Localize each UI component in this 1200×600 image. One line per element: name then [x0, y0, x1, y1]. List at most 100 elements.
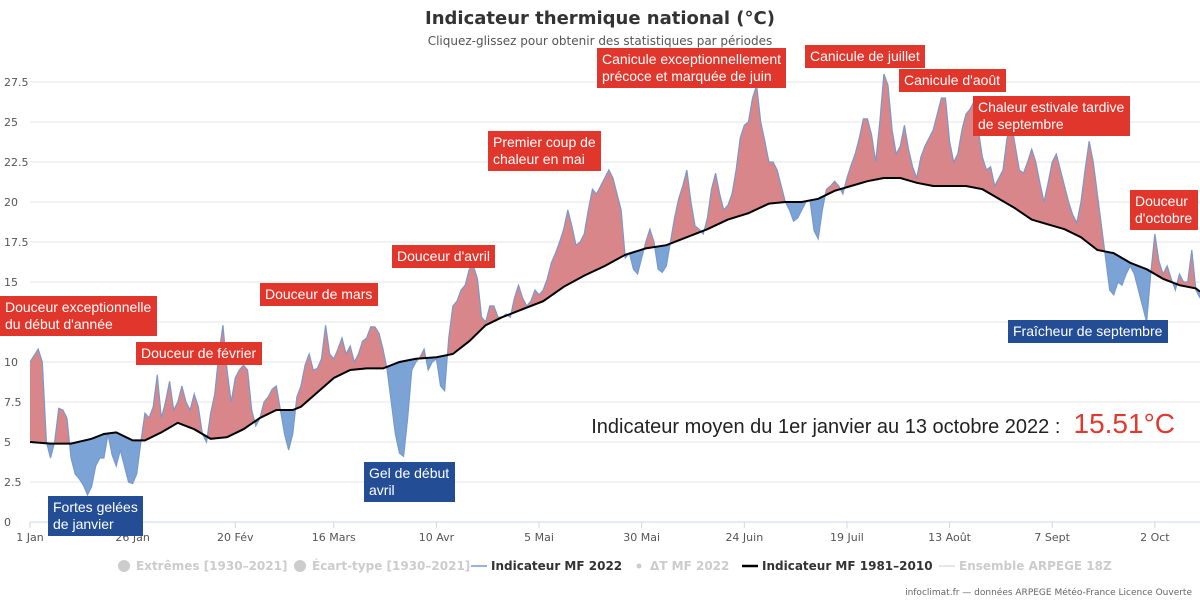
- annotation-box: [488, 131, 601, 171]
- annotation-label: Fraîcheur de septembre: [1008, 320, 1168, 343]
- legend-item[interactable]: Indicateur MF 2022: [471, 559, 622, 573]
- warm-anomaly-area[interactable]: [511, 170, 626, 314]
- legend-label: Indicateur MF 1981–2010: [762, 559, 933, 573]
- x-tick-label: 13 Août: [928, 531, 972, 544]
- annotation-text: Douceur de février: [141, 345, 257, 361]
- x-tick-label: 2 Oct: [1140, 531, 1170, 544]
- series-line-normal[interactable]: [29, 177, 1200, 445]
- x-axis: 1 Jan 26 Jan 20 Fév 16 Mars 10 Avr 5 Mai 30 Ma…: [16, 521, 1200, 544]
- annotation-label: Canicule d'août: [899, 69, 1006, 92]
- legend-label: Indicateur MF 2022: [491, 559, 622, 573]
- series-lines[interactable]: [29, 73, 1200, 497]
- x-tick-label: 20 Fév: [217, 531, 254, 544]
- annotation-text: chaleur en mai: [493, 151, 585, 167]
- warm-anomaly-area[interactable]: [644, 229, 655, 249]
- mean-indicator-value: 15.51°C: [1074, 408, 1176, 439]
- y-tick-label: 10: [4, 356, 18, 369]
- mean-indicator: Indicateur moyen du 1er janvier au 13 oc…: [591, 408, 1175, 439]
- annotation-text: Fortes gelées: [53, 499, 138, 515]
- annotation-box: [805, 45, 925, 68]
- cold-anomaly-area[interactable]: [46, 443, 55, 458]
- warm-anomaly-area[interactable]: [704, 85, 786, 231]
- annotation-text: Canicule de juillet: [810, 48, 920, 64]
- warm-anomaly-area[interactable]: [825, 181, 841, 196]
- annotation-box: [392, 245, 495, 268]
- legend-symbol: [118, 560, 130, 572]
- y-tick-label: 15: [4, 276, 18, 289]
- cold-anomaly-area[interactable]: [1104, 251, 1151, 322]
- x-tick-label: 16 Mars: [312, 531, 356, 544]
- warm-anomaly-area[interactable]: [844, 74, 1105, 252]
- annotation-box: [1130, 190, 1198, 230]
- y-tick-label: 25: [4, 116, 18, 129]
- annotation-text: Douceur exceptionnelle: [5, 299, 152, 315]
- annotation-text: avril: [369, 482, 395, 498]
- annotation-box: [0, 296, 157, 336]
- annotation-text: de janvier: [53, 516, 114, 532]
- x-tick-label: 5 Mai: [524, 531, 554, 544]
- annotation-box: [260, 283, 378, 306]
- annotation-box: [1008, 320, 1168, 343]
- annotation-text: Douceur: [1135, 193, 1188, 209]
- annotation-text: de septembre: [978, 116, 1064, 132]
- warm-anomaly-area[interactable]: [295, 325, 387, 409]
- y-tick-label: 7.5: [4, 396, 22, 409]
- y-tick-label: 27.5: [4, 76, 29, 89]
- legend-item[interactable]: Indicateur MF 1981–2010: [742, 559, 933, 573]
- legend[interactable]: Extrêmes [1930–2021] Écart-type [1930–202…: [118, 558, 1112, 573]
- annotation-text: Douceur de mars: [265, 286, 372, 302]
- mean-indicator-label: Indicateur moyen du 1er janvier au 13 oc…: [591, 416, 1060, 438]
- series-line-2022[interactable]: [29, 73, 1200, 497]
- annotation-text: Chaleur estivale tardive: [978, 99, 1125, 115]
- annotation-text: du début d'année: [5, 316, 113, 332]
- y-tick-label: 2.5: [4, 476, 22, 489]
- y-tick-label: 5: [4, 436, 11, 449]
- legend-item[interactable]: ΔT MF 2022: [636, 559, 730, 573]
- warm-anomaly-area[interactable]: [670, 170, 702, 244]
- y-tick-label: 0: [4, 516, 11, 529]
- annotation-text: Douceur d'avril: [397, 248, 490, 264]
- x-tick-label: 24 Juin: [725, 531, 763, 544]
- legend-label: Extrêmes [1930–2021]: [136, 559, 287, 573]
- annotation-text: Premier coup de: [493, 134, 596, 150]
- y-tick-label: 17.5: [4, 236, 29, 249]
- cold-anomaly-area[interactable]: [629, 248, 645, 274]
- x-tick-label: 7 Sept: [1034, 531, 1070, 544]
- warm-anomaly-area[interactable]: [447, 266, 508, 356]
- legend-symbol: [636, 563, 642, 569]
- annotation-label: Douceur de février: [136, 342, 262, 365]
- legend-item[interactable]: Extrêmes [1930–2021]: [118, 559, 287, 573]
- credit-text: infoclimat.fr — données ARPEGE Météo-Fra…: [905, 587, 1192, 598]
- x-tick-label: 1 Jan: [16, 531, 43, 544]
- x-tick-label: 10 Avr: [419, 531, 455, 544]
- annotation-box: [899, 69, 1006, 92]
- annotation-label: Douceur de mars: [260, 283, 378, 306]
- cold-anomaly-area[interactable]: [280, 408, 296, 450]
- annotation-box: [597, 48, 786, 88]
- annotation-box: [136, 342, 262, 365]
- warm-anomaly-area[interactable]: [141, 374, 203, 441]
- cold-anomaly-area[interactable]: [69, 432, 142, 495]
- x-tick-label: 19 Juil: [830, 531, 864, 544]
- annotation-text: Fraîcheur de septembre: [1013, 323, 1163, 339]
- annotation-text: d'octobre: [1135, 210, 1192, 226]
- cold-anomaly-area[interactable]: [386, 358, 419, 457]
- legend-label: ΔT MF 2022: [650, 559, 729, 573]
- annotation-label: Douceur d'avril: [392, 245, 495, 268]
- annotation-text: Canicule d'août: [904, 72, 1000, 88]
- svg-text:Indicateur moyen du 1er janvie: Indicateur moyen du 1er janvier au 13 oc…: [591, 408, 1175, 439]
- legend-item[interactable]: Écart-type [1930–2021]: [294, 558, 470, 573]
- legend-item[interactable]: Ensemble ARPEGE 18Z: [939, 559, 1112, 573]
- annotation-text: précoce et marquée de juin: [602, 68, 772, 84]
- annotation-text: Gel de début: [369, 465, 449, 481]
